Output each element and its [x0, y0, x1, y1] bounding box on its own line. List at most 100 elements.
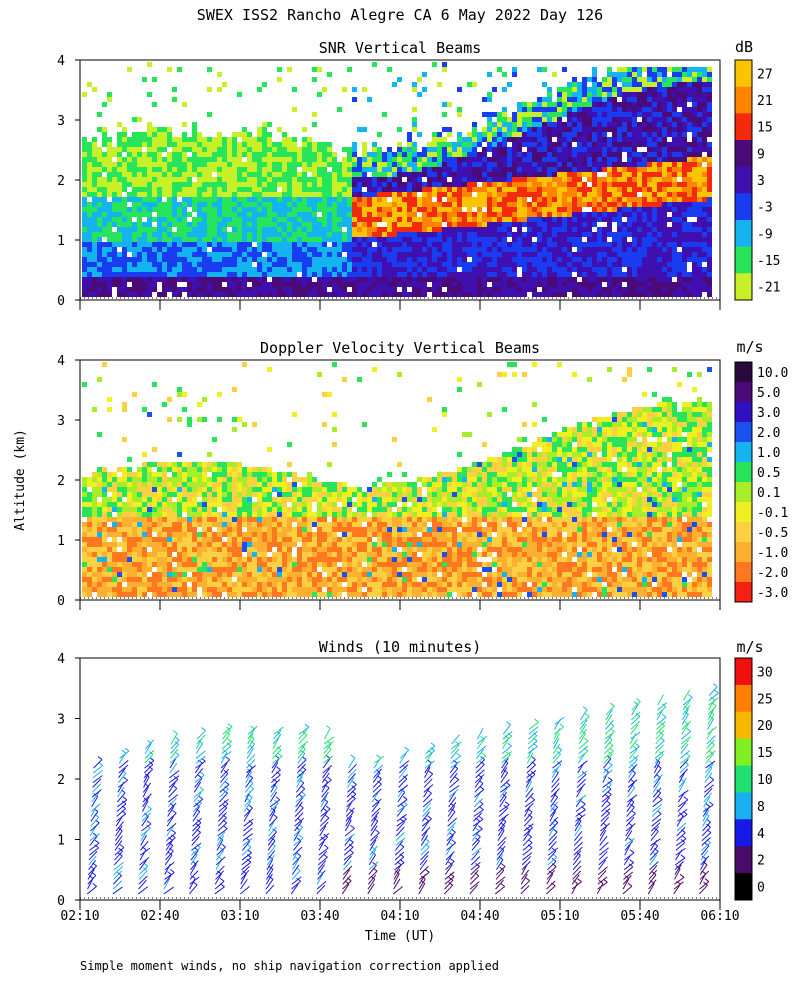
snr-cell — [237, 142, 242, 147]
snr-cell — [92, 272, 97, 277]
snr-cell — [177, 232, 182, 237]
doppler-cell — [87, 482, 92, 487]
snr-cell — [277, 152, 282, 157]
snr-cell — [552, 127, 557, 132]
snr-cell — [592, 247, 597, 252]
snr-cell — [262, 82, 267, 87]
snr-cell — [452, 197, 457, 202]
snr-cell — [597, 142, 602, 147]
snr-cell — [527, 257, 532, 262]
snr-cell — [312, 292, 317, 297]
snr-cell — [102, 257, 107, 262]
snr-cell — [567, 127, 572, 132]
snr-cell — [432, 167, 437, 172]
snr-cell — [167, 67, 172, 72]
snr-cell — [422, 72, 427, 77]
snr-cell — [312, 252, 317, 257]
snr-cell — [327, 252, 332, 257]
doppler-cell — [167, 522, 172, 527]
snr-cell — [607, 152, 612, 157]
snr-cell — [682, 232, 687, 237]
snr-cell — [662, 222, 667, 227]
snr-cell — [352, 207, 357, 212]
snr-cell — [647, 232, 652, 237]
snr-cell — [472, 237, 477, 242]
doppler-cell — [132, 577, 137, 582]
doppler-cell — [107, 557, 112, 562]
snr-cell — [672, 122, 677, 127]
snr-cell — [312, 222, 317, 227]
snr-cell — [332, 172, 337, 177]
snr-cell — [567, 287, 572, 292]
snr-cell — [622, 222, 627, 227]
snr-cell — [607, 102, 612, 107]
snr-cell — [562, 227, 567, 232]
snr-cell — [242, 262, 247, 267]
snr-cell — [282, 277, 287, 282]
snr-cell — [687, 212, 692, 217]
snr-cell — [537, 177, 542, 182]
snr-cell — [657, 127, 662, 132]
snr-cell — [502, 147, 507, 152]
snr-cell — [137, 177, 142, 182]
snr-cell — [232, 202, 237, 207]
snr-cell — [432, 237, 437, 242]
snr-cell — [182, 277, 187, 282]
snr-cell — [657, 87, 662, 92]
snr-cell — [442, 182, 447, 187]
snr-cell — [202, 272, 207, 277]
doppler-cell — [162, 477, 167, 482]
doppler-cell — [82, 572, 87, 577]
snr-cell — [672, 217, 677, 222]
snr-cell — [557, 237, 562, 242]
snr-cell — [347, 282, 352, 287]
snr-cell — [697, 182, 702, 187]
snr-cell — [202, 162, 207, 167]
snr-cell — [622, 82, 627, 87]
snr-cell — [697, 187, 702, 192]
snr-cell — [467, 202, 472, 207]
doppler-cell — [97, 502, 102, 507]
snr-cell — [142, 207, 147, 212]
snr-cell — [397, 222, 402, 227]
doppler-cell — [137, 562, 142, 567]
snr-cell — [562, 152, 567, 157]
snr-cell — [567, 82, 572, 87]
snr-cell — [667, 102, 672, 107]
snr-cell — [462, 157, 467, 162]
snr-cell — [217, 172, 222, 177]
doppler-cell — [92, 532, 97, 537]
snr-cell — [317, 207, 322, 212]
doppler-cell — [162, 542, 167, 547]
snr-cell — [97, 272, 102, 277]
snr-cell — [612, 267, 617, 272]
snr-cell — [162, 192, 167, 197]
snr-cell — [552, 132, 557, 137]
snr-cell — [427, 217, 432, 222]
snr-cell — [457, 257, 462, 262]
snr-cell — [492, 152, 497, 157]
snr-cell — [137, 237, 142, 242]
snr-cell — [687, 147, 692, 152]
snr-cell — [532, 152, 537, 157]
snr-cell — [582, 97, 587, 102]
snr-cell — [437, 212, 442, 217]
snr-cell — [207, 197, 212, 202]
snr-cell — [552, 287, 557, 292]
snr-cell — [527, 187, 532, 192]
snr-cell — [392, 177, 397, 182]
snr-cell — [677, 262, 682, 267]
snr-cell — [687, 242, 692, 247]
snr-cell — [217, 162, 222, 167]
snr-cell — [302, 247, 307, 252]
snr-cell — [677, 182, 682, 187]
snr-cell — [552, 197, 557, 202]
snr-cell — [147, 157, 152, 162]
snr-cell — [602, 117, 607, 122]
snr-cell — [377, 272, 382, 277]
snr-cell — [552, 172, 557, 177]
snr-cell — [177, 257, 182, 262]
snr-cell — [682, 202, 687, 207]
snr-cell — [342, 87, 347, 92]
snr-cell — [567, 107, 572, 112]
